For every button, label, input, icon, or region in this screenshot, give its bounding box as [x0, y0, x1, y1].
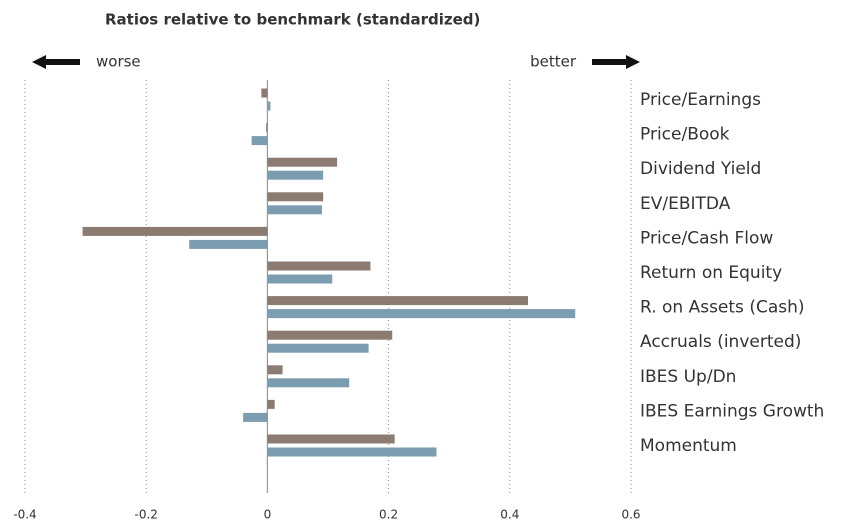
arrow-left [32, 55, 80, 69]
bar [267, 378, 350, 388]
bar [267, 365, 283, 375]
bar [189, 239, 268, 249]
category-label: Accruals (inverted) [640, 332, 801, 352]
x-tick-label: 0.6 [621, 508, 640, 521]
bar [267, 261, 371, 271]
bar [267, 101, 271, 111]
bar [267, 309, 576, 319]
bar [266, 123, 268, 133]
bar [267, 330, 393, 340]
bar [267, 157, 338, 167]
category-label: Return on Equity [640, 263, 782, 283]
bar [267, 192, 324, 202]
category-label: R. on Assets (Cash) [640, 298, 805, 318]
bar [267, 274, 333, 284]
category-label: EV/EBITDA [640, 194, 731, 214]
bar [267, 170, 324, 180]
x-tick-label: -0.2 [134, 508, 157, 521]
bar [82, 226, 268, 236]
bar [261, 88, 268, 98]
bar [267, 343, 369, 353]
arrow-right [592, 55, 640, 69]
x-tick-label: 0.2 [379, 508, 398, 521]
bar [251, 136, 268, 146]
bar [267, 205, 322, 215]
x-tick-label: 0 [264, 508, 272, 521]
x-tick-label: 0.4 [500, 508, 519, 521]
category-label: Price/Book [640, 125, 730, 145]
category-label: IBES Earnings Growth [640, 401, 824, 421]
chart-title: Ratios relative to benchmark (standardiz… [105, 11, 480, 29]
bar [267, 296, 528, 306]
annotation: better [530, 53, 577, 71]
category-label: Price/Earnings [640, 90, 761, 110]
category-label: Momentum [640, 436, 737, 456]
category-label: Price/Cash Flow [640, 228, 773, 248]
category-label: Dividend Yield [640, 159, 761, 179]
x-tick-label: -0.4 [13, 508, 36, 521]
bar [267, 399, 275, 409]
bar [267, 447, 437, 457]
annotation: worse [96, 53, 141, 71]
bar [243, 412, 268, 422]
bar [267, 434, 395, 444]
category-label: IBES Up/Dn [640, 367, 736, 387]
